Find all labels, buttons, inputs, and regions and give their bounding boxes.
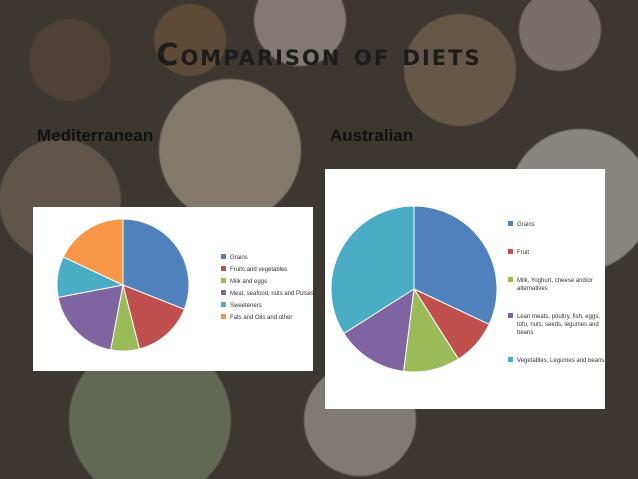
legend-swatch-1-3: [508, 313, 513, 318]
pie-slice-0-1: [122, 284, 186, 350]
pie-slice-1-0: [413, 205, 498, 326]
legend-label-1-2: Milk, Yoghurt, cheese and/or alternatives: [517, 278, 593, 292]
legend-swatch-0-5: [221, 314, 226, 319]
legend-swatch-0-3: [221, 290, 226, 295]
legend-label-1-1: Fruit: [517, 250, 529, 256]
legend-label-0-3: Meat, seafood, nuts and Pulses: [230, 291, 313, 297]
legend-label-0-4: Sweeteners: [230, 303, 262, 309]
slide-title: Comparison of diets: [156, 38, 482, 73]
pie-slice-1-3: [343, 288, 415, 372]
legend-swatch-1-0: [508, 221, 513, 226]
pie-slice-1-4: [330, 205, 415, 335]
legend-label-0-2: Milk and eggs: [230, 279, 267, 285]
australian-label: Australian: [330, 126, 414, 145]
legend-label-1-0: Grains: [517, 222, 535, 228]
pie-slice-0-0: [122, 218, 190, 310]
legend-swatch-1-4: [508, 357, 513, 362]
legend-label-0-5: Fats and Oils and other: [230, 315, 292, 321]
legend-swatch-0-2: [221, 278, 226, 283]
pie-slice-0-3: [57, 284, 124, 351]
legend-label-1-3: Lean meats, poultry, fish, eggs, tofu, nu…: [517, 314, 600, 336]
legend-label-1-4: Vegetables, Legumes and beans: [517, 358, 604, 364]
legend-swatch-0-4: [221, 302, 226, 307]
australian-chart-panel: Grains Fruit Milk, Yoghurt, cheese and/or a…: [325, 169, 605, 409]
australian-pie-chart: Grains Fruit Milk, Yoghurt, cheese and/or a…: [330, 205, 604, 373]
legend-swatch-1-1: [508, 249, 513, 254]
legend-swatch-0-0: [221, 254, 226, 259]
pie-slice-0-5: [62, 218, 124, 286]
legend-label-0-1: Fruits and vegetables: [230, 267, 287, 273]
mediterranean-label: Mediterranean: [37, 126, 154, 145]
mediterranean-chart-panel: Grains Fruits and vegetables Milk and eggs…: [33, 207, 314, 371]
legend-swatch-1-2: [508, 277, 513, 282]
mediterranean-pie-chart: Grains Fruits and vegetables Milk and eggs…: [56, 218, 314, 352]
legend-label-0-0: Grains: [230, 255, 248, 261]
legend-swatch-0-1: [221, 266, 226, 271]
